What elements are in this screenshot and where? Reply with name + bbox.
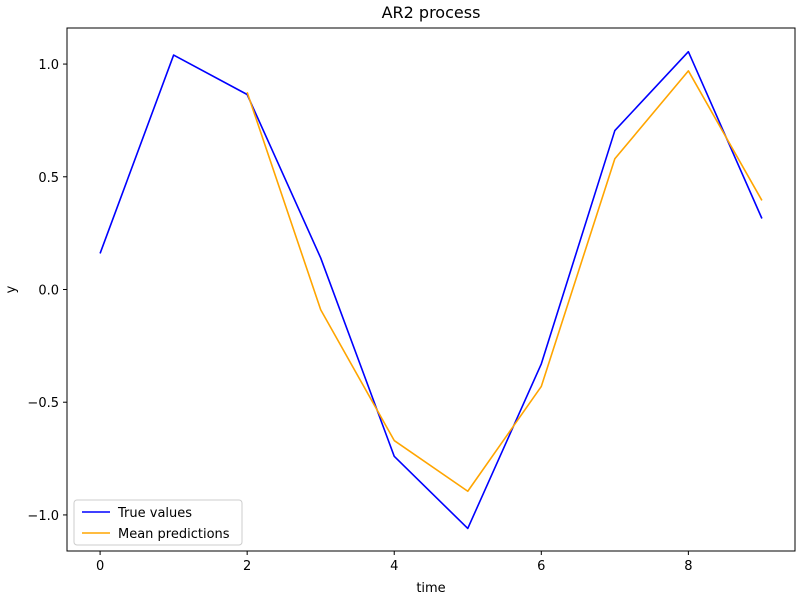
plot-area bbox=[99, 50, 763, 530]
series-line-1 bbox=[246, 70, 763, 493]
plot-frame bbox=[66, 27, 796, 552]
x-tick-label: 6 bbox=[537, 559, 545, 574]
y-tick-label: 0.0 bbox=[38, 284, 59, 299]
x-tick-label: 8 bbox=[684, 559, 692, 574]
x-tick-label: 0 bbox=[96, 559, 104, 574]
y-tick-label: −0.5 bbox=[27, 396, 59, 411]
y-tick-label: 1.0 bbox=[38, 58, 59, 73]
series-line-0 bbox=[99, 50, 763, 530]
x-axis: 0 2 4 6 8 bbox=[96, 551, 693, 574]
chart-title: AR2 process bbox=[382, 3, 481, 22]
y-axis: −1.0 −0.5 0.0 0.5 1.0 bbox=[27, 58, 67, 524]
x-tick-label: 2 bbox=[243, 559, 251, 574]
y-tick-label: 0.5 bbox=[38, 171, 59, 186]
y-tick-label: −1.0 bbox=[27, 509, 59, 524]
x-axis-label: time bbox=[416, 581, 445, 596]
legend-label-0: True values bbox=[117, 506, 192, 521]
legend: True values Mean predictions bbox=[73, 499, 243, 546]
y-axis-label: y bbox=[4, 285, 19, 293]
x-tick-label: 4 bbox=[390, 559, 398, 574]
legend-label-1: Mean predictions bbox=[118, 527, 230, 542]
legend-box bbox=[73, 499, 243, 546]
